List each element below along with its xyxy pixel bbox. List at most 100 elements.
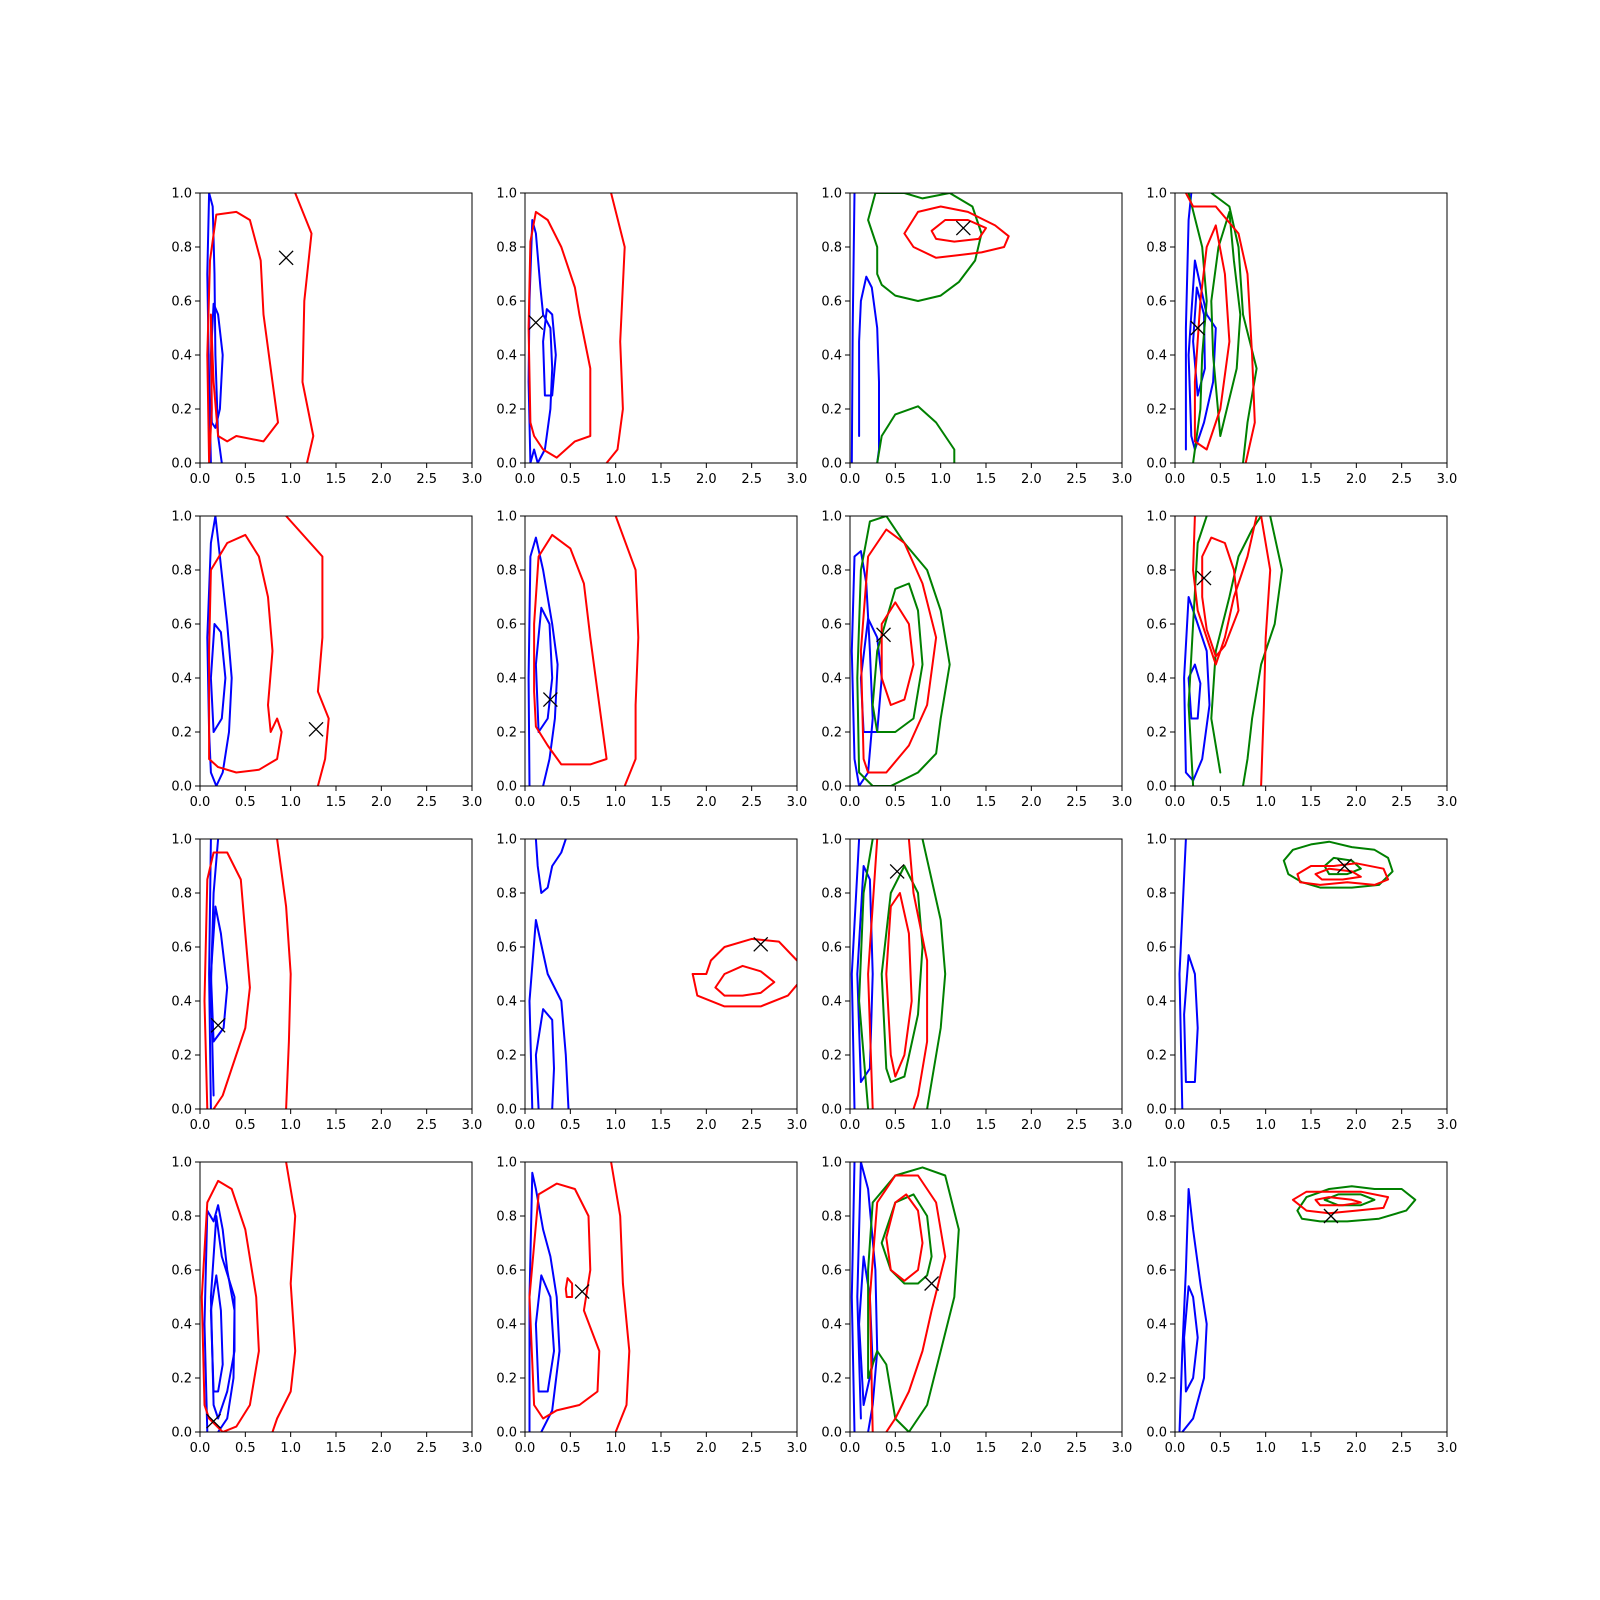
contour-red-4	[903, 205, 1010, 259]
contour-red-5	[868, 1174, 947, 1432]
x-tick-label: 3.0	[787, 1441, 808, 1456]
x-tick-label: 1.0	[1255, 1118, 1276, 1133]
y-tick-label: 1.0	[171, 187, 192, 202]
y-tick-label: 0.6	[1146, 941, 1167, 956]
x-tick-label: 2.0	[696, 1118, 717, 1133]
plot-area	[850, 193, 1010, 463]
x-tick-label: 0.5	[560, 795, 581, 810]
x-tick-label: 2.0	[371, 1441, 392, 1456]
axes-frame	[1174, 1161, 1448, 1433]
contour-green-3	[921, 839, 947, 1109]
x-tick-label: 1.5	[1301, 795, 1322, 810]
plot-area	[850, 839, 947, 1109]
x-tick-label: 1.0	[1255, 1441, 1276, 1456]
x-tick-label: 0.5	[235, 1118, 256, 1133]
y-tick-label: 0.8	[1146, 1210, 1167, 1225]
contour-red-3	[564, 1277, 574, 1298]
x-tick-label: 0.5	[235, 1441, 256, 1456]
plot-area	[1178, 1185, 1417, 1432]
x-tick-label: 1.0	[930, 472, 951, 487]
axes-frame	[1174, 838, 1448, 1110]
x-tick-label: 0.0	[840, 472, 861, 487]
axes-frame	[199, 1161, 473, 1433]
contour-green-3	[1187, 193, 1208, 463]
contour-red-5	[930, 219, 987, 243]
x-tick-label: 0.0	[1165, 1441, 1186, 1456]
contour-red-4	[276, 839, 292, 1109]
contour-blue-1	[856, 865, 874, 1083]
x-tick-label: 1.5	[651, 795, 672, 810]
contour-blue-1	[1183, 1285, 1199, 1393]
y-tick-label: 0.4	[1146, 1318, 1167, 1333]
x-tick-label: 1.5	[326, 1118, 347, 1133]
x-marker	[955, 220, 971, 236]
x-tick-label: 2.5	[1391, 1441, 1412, 1456]
y-tick-label: 0.0	[171, 780, 192, 795]
x-marker	[528, 315, 544, 331]
x-tick-label: 1.0	[280, 472, 301, 487]
y-tick-label: 0.8	[1146, 564, 1167, 579]
y-tick-label: 0.6	[171, 1264, 192, 1279]
plot-area	[200, 1162, 297, 1432]
subplot-r0-c3: 0.0 0.5 1.0 1.5 2.0 2.5 3.0 0.0 0.2 0.4 0.6 0.8 1.0	[1146, 187, 1457, 488]
contour-blue-0	[850, 839, 861, 1109]
x-tick-label: 2.0	[696, 1441, 717, 1456]
y-tick-label: 0.6	[496, 941, 517, 956]
y-tick-label: 0.2	[496, 726, 517, 741]
x-tick-label: 2.5	[741, 472, 762, 487]
x-marker	[1190, 320, 1206, 336]
contour-red-4	[1291, 1190, 1390, 1215]
x-tick-label: 1.5	[976, 472, 997, 487]
x-marker	[1337, 858, 1353, 874]
plot-area	[528, 839, 797, 1109]
x-marker	[278, 250, 294, 266]
y-tick-label: 0.0	[1146, 1426, 1167, 1441]
contour-blue-1	[534, 606, 554, 733]
contour-blue-0	[206, 516, 233, 786]
x-tick-label: 1.0	[930, 1118, 951, 1133]
y-tick-label: 0.4	[821, 995, 842, 1010]
x-tick-label: 0.5	[235, 795, 256, 810]
subplot-r2-c2: 0.0 0.5 1.0 1.5 2.0 2.5 3.0 0.0 0.2 0.4 0.6 0.8 1.0	[821, 833, 1132, 1134]
contour-red-7	[1260, 516, 1272, 786]
y-tick-label: 0.4	[821, 1318, 842, 1333]
contour-blue-2	[209, 905, 229, 1043]
contour-blue-1	[209, 623, 227, 733]
subplot-r3-c0: 0.0 0.5 1.0 1.5 2.0 2.5 3.0 0.0 0.2 0.4 0.6 0.8 1.0	[171, 1156, 482, 1457]
contour-green-4	[1242, 516, 1283, 786]
contour-red-6	[1201, 536, 1240, 658]
y-tick-label: 0.2	[171, 726, 192, 741]
contour-red-3	[200, 1179, 260, 1432]
subplot-r1-c3: 0.0 0.5 1.0 1.5 2.0 2.5 3.0 0.0 0.2 0.4 0.6 0.8 1.0	[1146, 510, 1457, 811]
x-tick-label: 3.0	[1437, 1441, 1458, 1456]
plot-area	[527, 516, 640, 786]
x-tick-label: 2.5	[1391, 472, 1412, 487]
subplot-r3-c2: 0.0 0.5 1.0 1.5 2.0 2.5 3.0 0.0 0.2 0.4 0.6 0.8 1.0	[821, 1156, 1132, 1457]
axes-frame	[199, 192, 473, 464]
x-tick-label: 0.5	[560, 1441, 581, 1456]
contour-green-4	[880, 865, 924, 1083]
y-tick-label: 0.2	[821, 1049, 842, 1064]
contour-green-2	[876, 405, 956, 463]
x-tick-label: 2.5	[1066, 1441, 1087, 1456]
plot-area	[527, 193, 626, 463]
x-tick-label: 1.5	[1301, 1118, 1322, 1133]
contour-red-5	[867, 839, 879, 1109]
plot-area	[850, 516, 951, 786]
contour-blue-0	[1183, 596, 1211, 782]
y-tick-label: 0.2	[1146, 1372, 1167, 1387]
y-tick-label: 0.6	[171, 941, 192, 956]
x-tick-label: 0.0	[190, 795, 211, 810]
x-tick-label: 3.0	[462, 472, 483, 487]
y-tick-label: 0.2	[496, 1049, 517, 1064]
x-marker	[206, 1413, 222, 1429]
contour-red-6	[885, 1193, 924, 1282]
x-tick-label: 1.5	[326, 795, 347, 810]
y-tick-label: 1.0	[496, 1156, 517, 1171]
x-tick-label: 1.0	[1255, 795, 1276, 810]
x-tick-label: 3.0	[1112, 472, 1133, 487]
x-tick-label: 3.0	[1437, 472, 1458, 487]
axes-frame	[524, 192, 798, 464]
x-tick-label: 2.0	[1346, 1441, 1367, 1456]
x-tick-label: 3.0	[462, 1441, 483, 1456]
